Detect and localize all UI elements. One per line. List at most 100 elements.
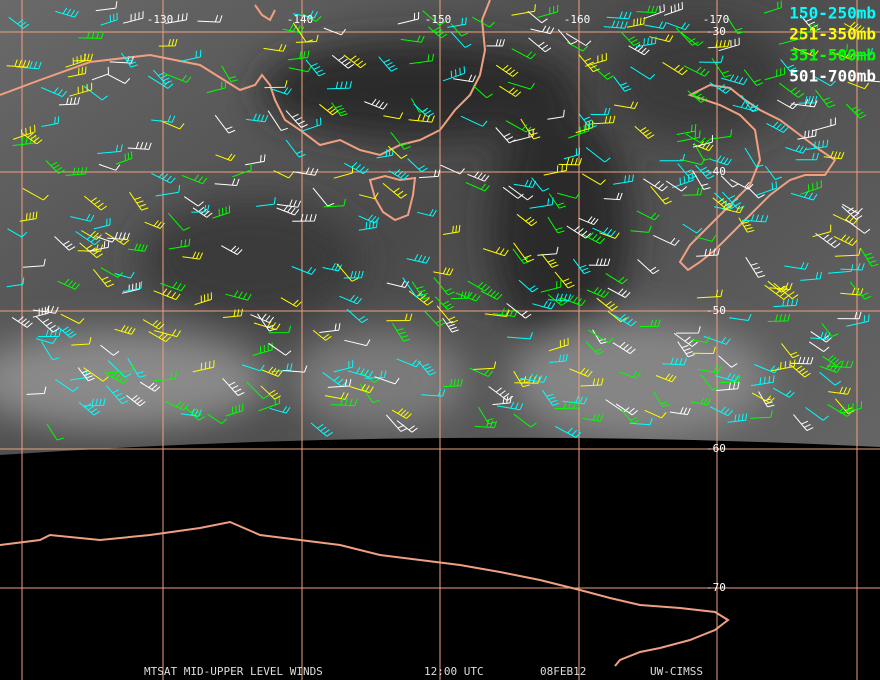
wind-barb (596, 297, 618, 311)
wind-barb (215, 153, 236, 162)
wind-barb (547, 109, 565, 120)
wind-barb (257, 313, 276, 332)
wind-barb (32, 305, 59, 314)
wind-barb (164, 73, 192, 83)
wind-barb (692, 346, 716, 354)
wind-barb (35, 316, 60, 333)
wind-barb (442, 317, 459, 333)
wind-barb (508, 185, 534, 201)
wind-barb (495, 127, 516, 144)
wind-barb (330, 398, 358, 407)
wind-barb (714, 202, 734, 211)
wind-barb (183, 196, 204, 207)
wind-barb (413, 103, 434, 118)
wind-barb (55, 7, 79, 18)
wind-barb (696, 248, 720, 257)
wind-barb (67, 66, 87, 78)
wind-barb (682, 187, 703, 196)
wind-barb (78, 402, 101, 416)
wind-barb (225, 290, 252, 301)
wind-barb (83, 195, 108, 211)
wind-barb (269, 406, 291, 414)
wind-barb (151, 115, 176, 123)
wind-barb (614, 101, 639, 109)
wind-barb (344, 339, 371, 347)
wind-barb (388, 169, 409, 181)
wind-barb (450, 291, 470, 299)
wind-barb (860, 247, 879, 267)
wind-barb (96, 236, 117, 243)
wind-barb (165, 12, 188, 24)
wind-barb (677, 341, 695, 358)
wind-barb (507, 81, 535, 90)
wind-barb (676, 326, 701, 334)
wind-barb (745, 256, 766, 278)
wind-barb (590, 107, 611, 116)
wind-barb (267, 110, 288, 131)
graticule-labels: -130 -140 -150 -160 -170-30 -40 -50 -60 -70 (147, 13, 730, 594)
wind-barb (502, 186, 524, 199)
wind-barb (450, 23, 469, 37)
wind-barb (396, 358, 421, 368)
wind-barb (325, 392, 349, 400)
wind-barb (773, 298, 799, 308)
wind-barb (605, 399, 630, 413)
wind-barb (246, 381, 270, 400)
wind-barb (57, 325, 77, 339)
footer-text: 08FEB12 (540, 665, 586, 678)
wind-barb (653, 234, 680, 246)
wind-barb (442, 224, 461, 235)
latitude-label: -40 (706, 165, 726, 178)
wind-barb (114, 271, 135, 279)
wind-barb (144, 220, 165, 229)
wind-barb (687, 90, 708, 103)
wind-barb (578, 216, 599, 226)
wind-barb (520, 118, 541, 140)
wind-barb (819, 362, 842, 373)
wind-barb (812, 224, 832, 238)
wind-barb (741, 94, 760, 113)
wind-barb (26, 386, 47, 395)
longitude-label: -170 (703, 13, 730, 26)
wind-barb (586, 287, 609, 298)
wind-barb (767, 313, 791, 322)
wind-barb (603, 20, 628, 29)
wind-barb (607, 287, 631, 298)
wind-barb (78, 31, 104, 39)
wind-barb (331, 54, 355, 69)
wind-barb (197, 15, 223, 23)
wind-barb (769, 282, 793, 291)
wind-barb (305, 59, 326, 77)
wind-barb (781, 343, 800, 359)
wind-barb (549, 354, 568, 363)
wind-barb (427, 26, 448, 39)
footer-text: UW-CIMSS (650, 665, 703, 678)
wind-barb (387, 145, 408, 159)
wind-barb (506, 332, 533, 340)
wind-barb (630, 225, 652, 233)
coastlines (0, 0, 837, 667)
wind-barb (408, 290, 434, 306)
wind-barb (374, 376, 400, 385)
wind-barb (400, 35, 425, 43)
legend: 150-250mb 251-350mb 351-500mb 501-700mb (789, 4, 876, 86)
wind-barb (155, 185, 181, 197)
wind-barb (349, 384, 374, 394)
wind-barb (772, 387, 795, 398)
wind-barb (347, 367, 374, 378)
wind-barb (153, 329, 181, 338)
wind-barb (214, 178, 240, 186)
wind-barb (153, 371, 177, 382)
wind-barb (396, 420, 418, 433)
wind-barb (790, 356, 814, 365)
wind-barb (312, 329, 332, 341)
wind-barbs (6, 0, 880, 441)
wind-barb (107, 360, 132, 378)
wind-barb (260, 385, 281, 400)
wind-barb (460, 115, 488, 127)
wind-barb (810, 331, 831, 340)
wind-barb (83, 367, 109, 382)
wind-barb (336, 263, 359, 282)
wind-barb (808, 341, 830, 353)
wind-barb (798, 95, 818, 104)
